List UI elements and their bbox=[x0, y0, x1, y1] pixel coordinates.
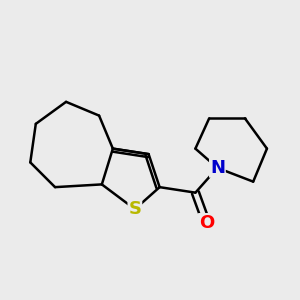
Text: S: S bbox=[128, 200, 141, 218]
Text: O: O bbox=[199, 214, 214, 232]
Text: N: N bbox=[210, 159, 225, 177]
